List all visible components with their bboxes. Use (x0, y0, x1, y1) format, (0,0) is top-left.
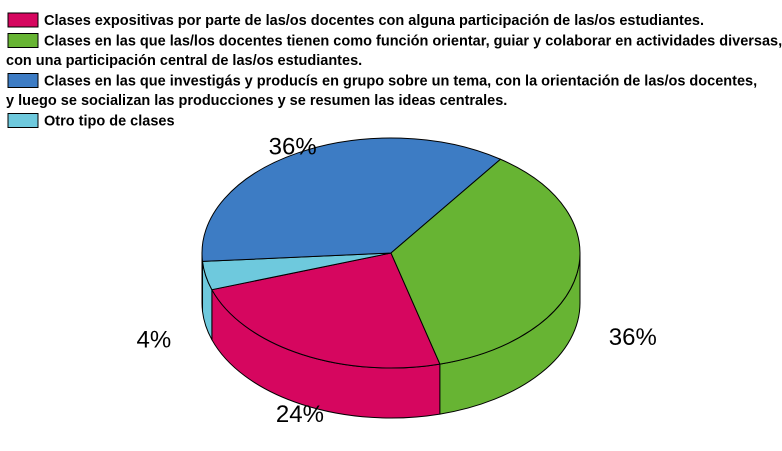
legend-label-3: Clases en las que investigás y producís … (44, 74, 757, 90)
pie-tops (201, 137, 581, 369)
pie-slice-1 (211, 252, 441, 369)
legend-label-4: Otro tipo de clases (44, 114, 175, 130)
pie-slice-2 (390, 158, 581, 365)
legend-swatch-2 (7, 33, 39, 48)
pie-value-labels: 24% 4% 36% 36% (137, 133, 657, 428)
legend-label-2: Clases en las que las/los docentes tiene… (44, 34, 782, 50)
legend-swatch-4 (7, 113, 39, 128)
chart-legend: Clases expositivas por parte de las/os d… (6, 12, 782, 130)
legend-swatch-1 (7, 12, 39, 28)
pie-value-label-4: 4% (137, 327, 172, 354)
pie-value-label-1: 24% (276, 401, 324, 428)
pie-value-label-2: 36% (609, 324, 657, 351)
legend-label-1: Clases expositivas por parte de las/os d… (44, 13, 704, 29)
legend-label-2-line-2: con una participación central de las/os … (6, 53, 362, 69)
legend-label-3-line-2: y luego se socializan las producciones y… (6, 93, 507, 109)
legend-swatch-3 (7, 73, 39, 88)
pie-value-label-3: 36% (269, 133, 317, 160)
pie-slice-3 (201, 137, 501, 262)
